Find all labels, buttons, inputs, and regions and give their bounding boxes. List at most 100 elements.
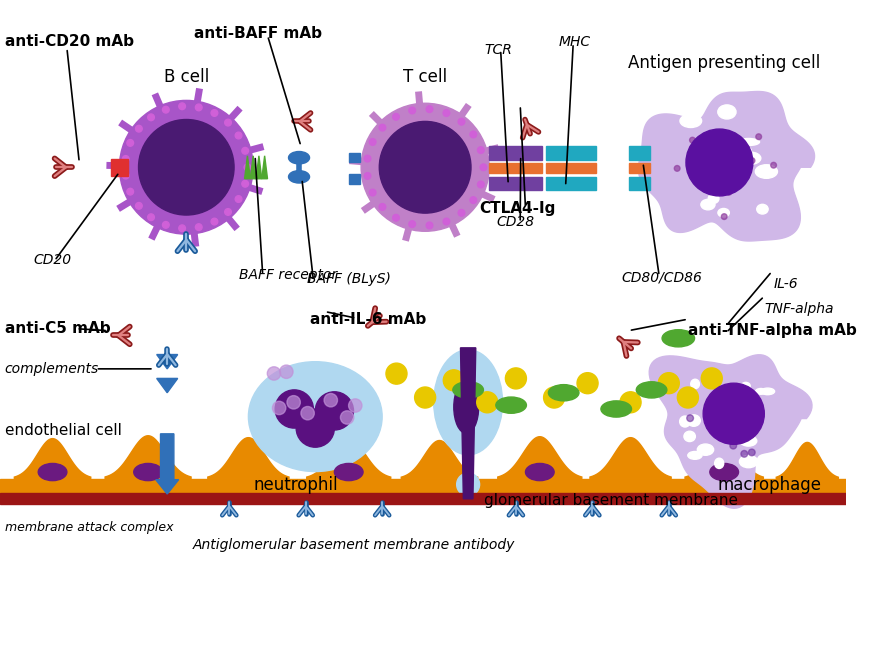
Bar (628, 163, 650, 173)
Circle shape (726, 189, 732, 195)
Circle shape (379, 203, 386, 210)
Circle shape (242, 147, 249, 154)
Circle shape (364, 172, 371, 180)
Polygon shape (685, 439, 764, 479)
Text: TNF-alpha: TNF-alpha (765, 302, 834, 316)
Circle shape (701, 368, 722, 389)
Ellipse shape (708, 194, 719, 203)
Circle shape (148, 114, 154, 121)
Circle shape (179, 103, 186, 110)
Circle shape (658, 373, 680, 393)
Polygon shape (460, 348, 476, 499)
Ellipse shape (737, 138, 759, 145)
Text: CD20: CD20 (34, 253, 72, 267)
Ellipse shape (739, 152, 761, 165)
Circle shape (749, 449, 755, 456)
Text: anti-CD20 mAb: anti-CD20 mAb (4, 34, 134, 48)
Polygon shape (250, 156, 256, 179)
Circle shape (730, 419, 737, 425)
Bar (546, 146, 596, 160)
Circle shape (349, 399, 362, 412)
Ellipse shape (688, 415, 700, 426)
Circle shape (127, 188, 134, 195)
Circle shape (478, 147, 484, 154)
Ellipse shape (701, 200, 715, 210)
Bar (628, 146, 650, 160)
Circle shape (577, 373, 598, 393)
Circle shape (242, 180, 249, 187)
Circle shape (477, 391, 497, 413)
Bar (349, 174, 360, 183)
Text: neutrophil: neutrophil (254, 476, 338, 494)
Circle shape (235, 132, 242, 139)
Polygon shape (105, 436, 191, 479)
Polygon shape (307, 439, 391, 479)
Circle shape (443, 370, 465, 391)
Text: macrophage: macrophage (717, 476, 821, 494)
Text: T cell: T cell (403, 68, 447, 86)
Text: CTLA4-Ig: CTLA4-Ig (480, 201, 556, 216)
Text: anti-BAFF mAb: anti-BAFF mAb (194, 26, 322, 41)
Circle shape (415, 387, 435, 408)
Text: IL-6: IL-6 (773, 277, 798, 291)
Ellipse shape (453, 382, 483, 398)
Circle shape (369, 139, 376, 145)
Circle shape (379, 124, 386, 131)
Circle shape (139, 120, 234, 215)
Circle shape (196, 104, 202, 110)
Text: anti-TNF-alpha mAb: anti-TNF-alpha mAb (688, 323, 857, 338)
Polygon shape (244, 156, 250, 179)
Circle shape (543, 387, 565, 408)
Circle shape (704, 383, 765, 444)
Ellipse shape (526, 463, 554, 481)
Text: TCR: TCR (485, 43, 512, 57)
Circle shape (196, 224, 202, 231)
Circle shape (458, 209, 465, 216)
Ellipse shape (719, 414, 730, 420)
Ellipse shape (710, 463, 738, 481)
Circle shape (275, 390, 313, 428)
Circle shape (361, 103, 489, 231)
Text: complements: complements (4, 362, 99, 376)
Ellipse shape (496, 397, 527, 413)
Circle shape (749, 158, 755, 163)
Circle shape (730, 443, 736, 449)
Circle shape (443, 110, 450, 116)
Ellipse shape (718, 209, 729, 217)
Circle shape (741, 450, 748, 457)
Circle shape (324, 393, 337, 407)
Ellipse shape (684, 432, 696, 442)
Circle shape (427, 106, 433, 112)
Bar (489, 163, 542, 173)
Circle shape (315, 391, 353, 430)
Circle shape (212, 218, 218, 225)
Circle shape (457, 473, 480, 496)
Circle shape (458, 118, 465, 125)
Circle shape (393, 114, 399, 120)
Circle shape (674, 165, 680, 171)
Circle shape (478, 181, 484, 188)
Bar (0, 479, 845, 493)
Circle shape (369, 189, 376, 196)
Text: Antigen presenting cell: Antigen presenting cell (628, 54, 820, 72)
Polygon shape (401, 441, 478, 479)
Text: CD80/CD86: CD80/CD86 (621, 271, 703, 284)
Circle shape (505, 368, 527, 389)
Polygon shape (497, 437, 581, 479)
Polygon shape (256, 156, 262, 179)
Polygon shape (208, 438, 289, 479)
Ellipse shape (707, 401, 720, 411)
Ellipse shape (697, 444, 713, 455)
Ellipse shape (696, 166, 713, 177)
Circle shape (756, 134, 762, 140)
Ellipse shape (723, 136, 738, 149)
Ellipse shape (249, 362, 382, 472)
Bar (489, 146, 542, 160)
Circle shape (122, 156, 129, 162)
Text: membrane attack complex: membrane attack complex (4, 521, 173, 534)
Circle shape (380, 121, 471, 213)
Circle shape (687, 415, 694, 421)
Text: Antiglomerular basement membrane antibody: Antiglomerular basement membrane antibod… (192, 538, 515, 552)
Circle shape (735, 165, 741, 171)
Text: endothelial cell: endothelial cell (4, 422, 121, 437)
